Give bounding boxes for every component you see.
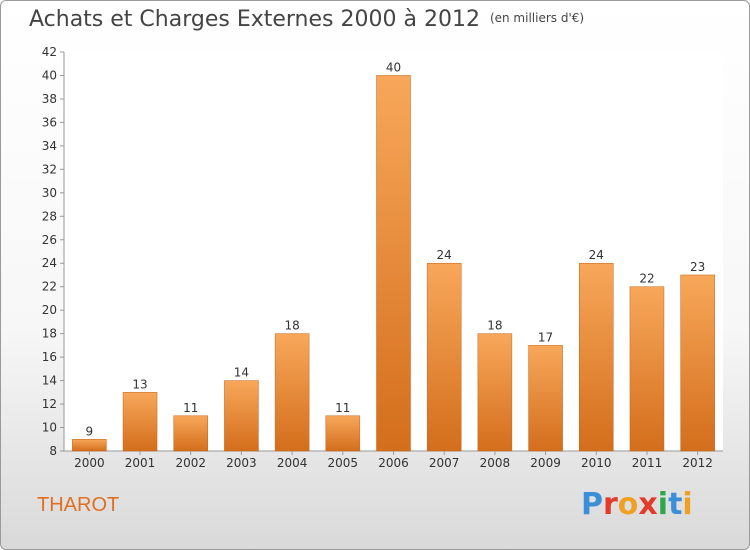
bar-value-label: 11 <box>183 401 198 415</box>
chart-title: Achats et Charges Externes 2000 à 2012 (e… <box>29 7 584 32</box>
x-tick-label: 2002 <box>175 456 206 470</box>
y-tick-label: 8 <box>49 444 57 458</box>
bar <box>274 333 310 452</box>
y-tick-label: 42 <box>42 45 57 59</box>
y-tick-label: 16 <box>42 350 57 364</box>
logo-letter: x <box>638 487 658 522</box>
y-tick-label: 38 <box>42 92 57 106</box>
y-tick-label: 34 <box>42 139 57 153</box>
x-tick-label: 2004 <box>277 456 308 470</box>
bar <box>680 274 715 452</box>
logo-letter: i <box>682 487 693 522</box>
y-tick-label: 20 <box>42 303 57 317</box>
y-tick-label: 40 <box>42 68 57 82</box>
logo-letter: P <box>581 487 603 522</box>
x-tick-label: 2005 <box>328 456 359 470</box>
bar-value-label: 9 <box>86 424 94 438</box>
bar <box>173 415 208 452</box>
proxiti-logo[interactable]: Proxiti <box>581 487 693 522</box>
x-tick-label: 2007 <box>429 456 460 470</box>
x-tick-label: 2009 <box>530 456 561 470</box>
bar <box>224 380 259 452</box>
y-tick-label: 26 <box>42 233 57 247</box>
y-tick-label: 22 <box>42 280 57 294</box>
bar-value-label: 23 <box>690 260 705 274</box>
bar <box>477 333 513 452</box>
bar-value-label: 14 <box>234 366 249 380</box>
bar-value-label: 13 <box>132 377 147 391</box>
bar <box>72 439 107 452</box>
logo-letter: r <box>603 487 618 522</box>
y-tick-label: 32 <box>42 162 57 176</box>
logo-letter: i <box>657 487 669 522</box>
bar <box>629 286 665 452</box>
y-tick-label: 30 <box>42 186 57 200</box>
bar <box>122 392 158 452</box>
y-tick-label: 12 <box>42 397 57 411</box>
y-tick-label: 14 <box>42 374 57 388</box>
x-tick-label: 2011 <box>632 456 663 470</box>
x-tick-label: 2012 <box>682 456 713 470</box>
bar-value-label: 11 <box>335 401 350 415</box>
x-tick-label: 2008 <box>480 456 511 470</box>
x-tick-label: 2003 <box>226 456 257 470</box>
logo-letter: o <box>617 487 639 522</box>
logo-letter: t <box>668 487 683 522</box>
bar <box>426 262 462 452</box>
bar <box>325 415 361 452</box>
city-name: THAROT <box>37 494 120 516</box>
bar-value-label: 24 <box>589 248 604 262</box>
bar-value-label: 17 <box>538 330 553 344</box>
bar-value-label: 18 <box>284 319 299 333</box>
bar <box>376 75 411 452</box>
x-tick-label: 2010 <box>581 456 612 470</box>
bar-value-label: 22 <box>639 272 654 286</box>
bar-value-label: 18 <box>487 319 502 333</box>
x-tick-label: 2001 <box>125 456 156 470</box>
bar <box>579 262 614 452</box>
chart-unit-label: (en milliers d'€) <box>489 11 585 25</box>
chart-title-text: Achats et Charges Externes 2000 à 2012 <box>29 7 480 32</box>
bar-value-label: 40 <box>386 60 401 74</box>
x-tick-label: 2006 <box>378 456 409 470</box>
x-tick-label: 2000 <box>74 456 105 470</box>
bar <box>528 345 563 452</box>
bar-value-label: 24 <box>437 248 452 262</box>
y-tick-label: 18 <box>42 327 57 341</box>
y-tick-label: 24 <box>42 256 57 270</box>
y-tick-label: 36 <box>42 115 57 129</box>
y-tick-label: 10 <box>42 421 57 435</box>
y-tick-label: 28 <box>42 209 57 223</box>
